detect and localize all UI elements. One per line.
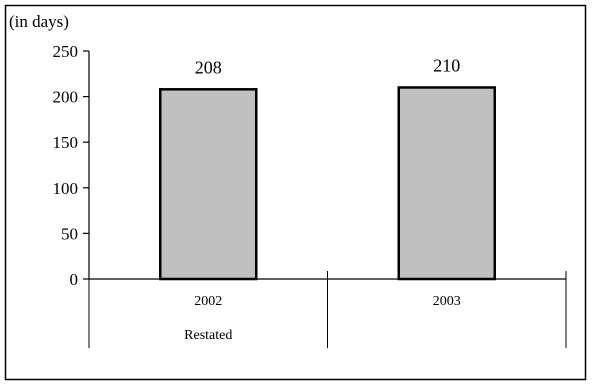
bar	[159, 88, 258, 281]
x-category-label: 2003	[433, 294, 461, 309]
labels: 208 2002 Restated 210 2003	[184, 55, 461, 343]
chart-border	[4, 4, 587, 381]
y-tick-label: 200	[53, 88, 79, 107]
y-tick-label: 150	[53, 133, 79, 152]
bar	[397, 86, 496, 281]
data-label: 208	[195, 57, 222, 77]
y-tick-label: 250	[53, 42, 79, 61]
y-tick-label: 100	[53, 179, 79, 198]
bars	[159, 86, 496, 281]
x-category-label: 2002	[194, 294, 222, 309]
data-label: 210	[433, 55, 460, 75]
y-tick-label: 50	[61, 224, 78, 243]
x-category-sublabel: Restated	[184, 328, 232, 343]
y-tick-label: 0	[70, 270, 79, 289]
y-unit-label: (in days)	[9, 12, 69, 31]
